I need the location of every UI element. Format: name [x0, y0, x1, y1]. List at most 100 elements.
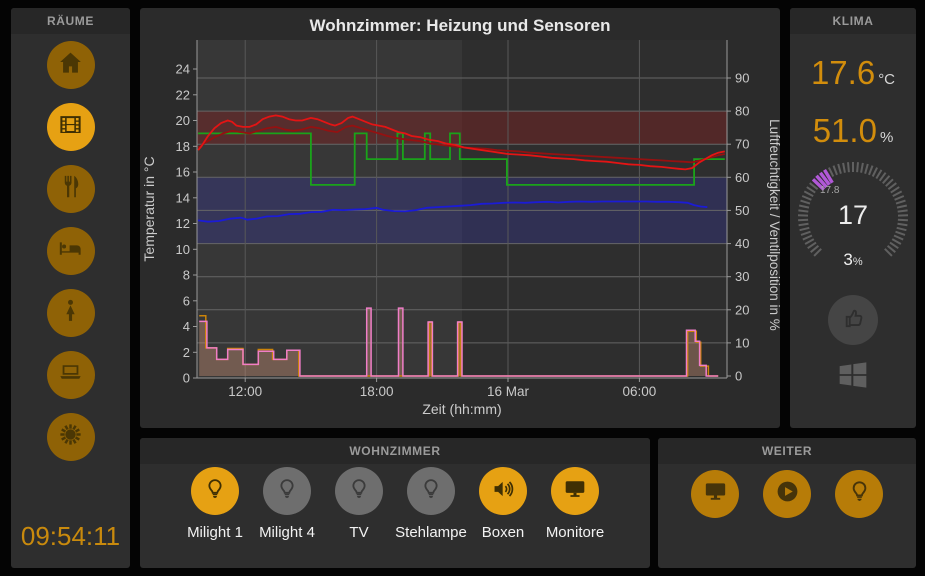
- temperature-value: 17.6: [810, 54, 876, 91]
- svg-text:18: 18: [176, 139, 190, 154]
- svg-text:6: 6: [183, 293, 190, 308]
- svg-text:10: 10: [735, 335, 749, 350]
- wohnzimmer-panel-header: WOHNZIMMER: [140, 438, 650, 464]
- valve-value: 3: [843, 250, 853, 269]
- rooms-panel-header: RÄUME: [11, 8, 130, 34]
- svg-text:8: 8: [183, 268, 190, 283]
- device-milight-4: Milight 4: [251, 467, 323, 541]
- svg-text:60: 60: [735, 170, 749, 185]
- device-label: Boxen: [481, 524, 525, 541]
- knob-dial: [797, 162, 909, 257]
- device-boxen-button[interactable]: [479, 467, 527, 515]
- rooms-panel: RÄUME 09:54:11: [11, 8, 130, 568]
- device-label: Monitore: [545, 524, 605, 541]
- svg-text:Zeit (hh:mm): Zeit (hh:mm): [422, 401, 501, 417]
- humidity-unit: %: [879, 129, 894, 146]
- device-tv-button[interactable]: [335, 467, 383, 515]
- sidebar-item-settings[interactable]: [46, 413, 95, 461]
- bulb-icon: [346, 476, 372, 507]
- device-milight-1: Milight 1: [179, 467, 251, 541]
- humidity-readout: 51.0%: [790, 112, 916, 150]
- svg-text:14: 14: [176, 190, 190, 205]
- svg-text:22: 22: [176, 87, 190, 102]
- klima-panel: KLIMA 17.6 °C 51.0% 17.8 17 3%: [790, 8, 916, 428]
- svg-text:16: 16: [176, 165, 190, 180]
- svg-text:18:00: 18:00: [360, 384, 394, 399]
- speaker-icon: [490, 476, 516, 507]
- svg-text:Luftfeuchtigkeit / Ventilposit: Luftfeuchtigkeit / Ventilposition in %: [767, 119, 780, 331]
- weiter-panel: WEITER: [658, 438, 916, 568]
- svg-text:70: 70: [735, 137, 749, 152]
- bulb-icon: [274, 476, 300, 507]
- device-label: TV: [349, 524, 369, 541]
- knob-setpoint-label: 17.8: [820, 185, 840, 196]
- utensils-icon: [57, 173, 84, 205]
- weiter-monitor-button[interactable]: [691, 470, 739, 518]
- home-icon: [57, 49, 84, 81]
- svg-text:0: 0: [735, 369, 742, 384]
- sidebar-item-dining[interactable]: [46, 165, 95, 213]
- svg-text:20: 20: [176, 113, 190, 128]
- svg-text:24: 24: [176, 62, 190, 77]
- device-row: Milight 1 Milight 4 TV Stehlampe Boxen Monito…: [140, 467, 650, 541]
- svg-text:12: 12: [176, 216, 190, 231]
- device-stehlampe-button[interactable]: [407, 467, 455, 515]
- valve-readout: 3%: [790, 250, 916, 270]
- sidebar-item-bedroom[interactable]: [46, 227, 95, 275]
- bulb-icon: [202, 476, 228, 507]
- monitor-icon: [702, 478, 729, 510]
- sidebar-item-home[interactable]: [46, 41, 95, 89]
- device-stehlampe: Stehlampe: [395, 467, 467, 541]
- laptop-icon: [57, 359, 84, 391]
- thumb-up-icon: [839, 304, 867, 337]
- device-boxen: Boxen: [467, 467, 539, 541]
- like-button[interactable]: [828, 295, 878, 345]
- chart-title: Wohnzimmer: Heizung und Sensoren: [309, 16, 611, 35]
- clock: 09:54:11: [20, 521, 121, 551]
- film-icon: [57, 111, 84, 143]
- sidebar-item-media[interactable]: [46, 103, 95, 151]
- bulb-icon: [418, 476, 444, 507]
- thermostat-knob[interactable]: 17.8 17: [794, 158, 912, 276]
- weiter-light-button[interactable]: [835, 470, 883, 518]
- device-monitore-button[interactable]: [551, 467, 599, 515]
- svg-text:Temperatur in °C: Temperatur in °C: [141, 156, 157, 261]
- device-label: Milight 4: [259, 524, 315, 541]
- temperature-readout: 17.6 °C: [790, 54, 916, 92]
- svg-text:90: 90: [735, 71, 749, 86]
- windows-pc-button[interactable]: [833, 355, 873, 395]
- female-icon: [57, 297, 84, 329]
- svg-text:16 Mar: 16 Mar: [487, 384, 530, 399]
- svg-text:0: 0: [183, 371, 190, 386]
- svg-text:40: 40: [735, 236, 749, 251]
- monitor-icon: [562, 476, 588, 507]
- wohnzimmer-panel: WOHNZIMMER Milight 1 Milight 4 TV Stehlampe…: [140, 438, 650, 568]
- heating-sensors-chart: 0246810121416182022240102030405060708090…: [141, 40, 780, 417]
- device-milight-1-button[interactable]: [191, 467, 239, 515]
- svg-text:30: 30: [735, 269, 749, 284]
- svg-text:4: 4: [183, 319, 190, 334]
- valve-unit: %: [852, 256, 863, 268]
- svg-text:12:00: 12:00: [228, 384, 262, 399]
- svg-text:06:00: 06:00: [623, 384, 657, 399]
- weiter-row: [658, 470, 916, 518]
- weiter-play-button[interactable]: [763, 470, 811, 518]
- svg-text:80: 80: [735, 104, 749, 119]
- device-tv: TV: [323, 467, 395, 541]
- sidebar-item-office[interactable]: [46, 351, 95, 399]
- gear-icon: [57, 421, 84, 453]
- windows-icon: [833, 362, 873, 399]
- device-label: Milight 1: [187, 524, 243, 541]
- sidebar-item-bathroom[interactable]: [46, 289, 95, 337]
- klima-panel-header: KLIMA: [790, 8, 916, 34]
- svg-text:10: 10: [176, 242, 190, 257]
- bulb-icon: [846, 478, 873, 510]
- device-label: Stehlampe: [395, 524, 467, 541]
- temperature-unit: °C: [878, 71, 896, 88]
- humidity-value: 51.0: [812, 112, 877, 149]
- device-milight-4-button[interactable]: [263, 467, 311, 515]
- chart-panel: 0 2 4 6 8 10 12 14 16 18 20 22 24 0 10 20 30 40 50 60 70 80 90…: [140, 8, 780, 428]
- bed-icon: [57, 235, 84, 267]
- play-icon: [774, 478, 801, 510]
